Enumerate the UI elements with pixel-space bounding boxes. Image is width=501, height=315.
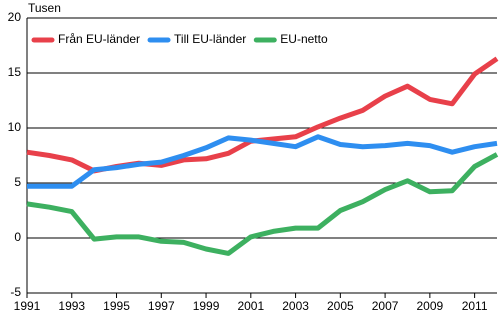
y-tick-label: -5 [10, 285, 21, 299]
y-tick-label: 10 [8, 120, 22, 134]
x-tick-label: 2005 [327, 299, 354, 313]
x-tick-label: 1997 [148, 299, 175, 313]
legend-label: Till EU-länder [174, 32, 246, 46]
y-unit: Tusen [28, 1, 61, 15]
legend-label: Från EU-länder [58, 32, 140, 46]
line [27, 134, 498, 189]
x-tick-label: 1999 [193, 299, 220, 313]
x-tick-label: 2009 [417, 299, 444, 313]
line [26, 56, 499, 174]
x-tick-label: 2007 [372, 299, 399, 313]
x-tick-label: 1995 [103, 299, 130, 313]
x-tick-label: 1993 [58, 299, 85, 313]
x-tick-label: 2001 [237, 299, 264, 313]
x-tick-label: 1991 [14, 299, 41, 313]
line [26, 152, 499, 256]
x-tick-label: 2011 [462, 299, 488, 313]
y-tick-label: 15 [8, 65, 22, 79]
x-tick-label: 2003 [282, 299, 309, 313]
y-tick-label: 0 [14, 230, 21, 244]
y-tick-label: 20 [8, 10, 22, 24]
legend-label: EU-netto [280, 32, 328, 46]
y-tick-label: 5 [14, 175, 21, 189]
